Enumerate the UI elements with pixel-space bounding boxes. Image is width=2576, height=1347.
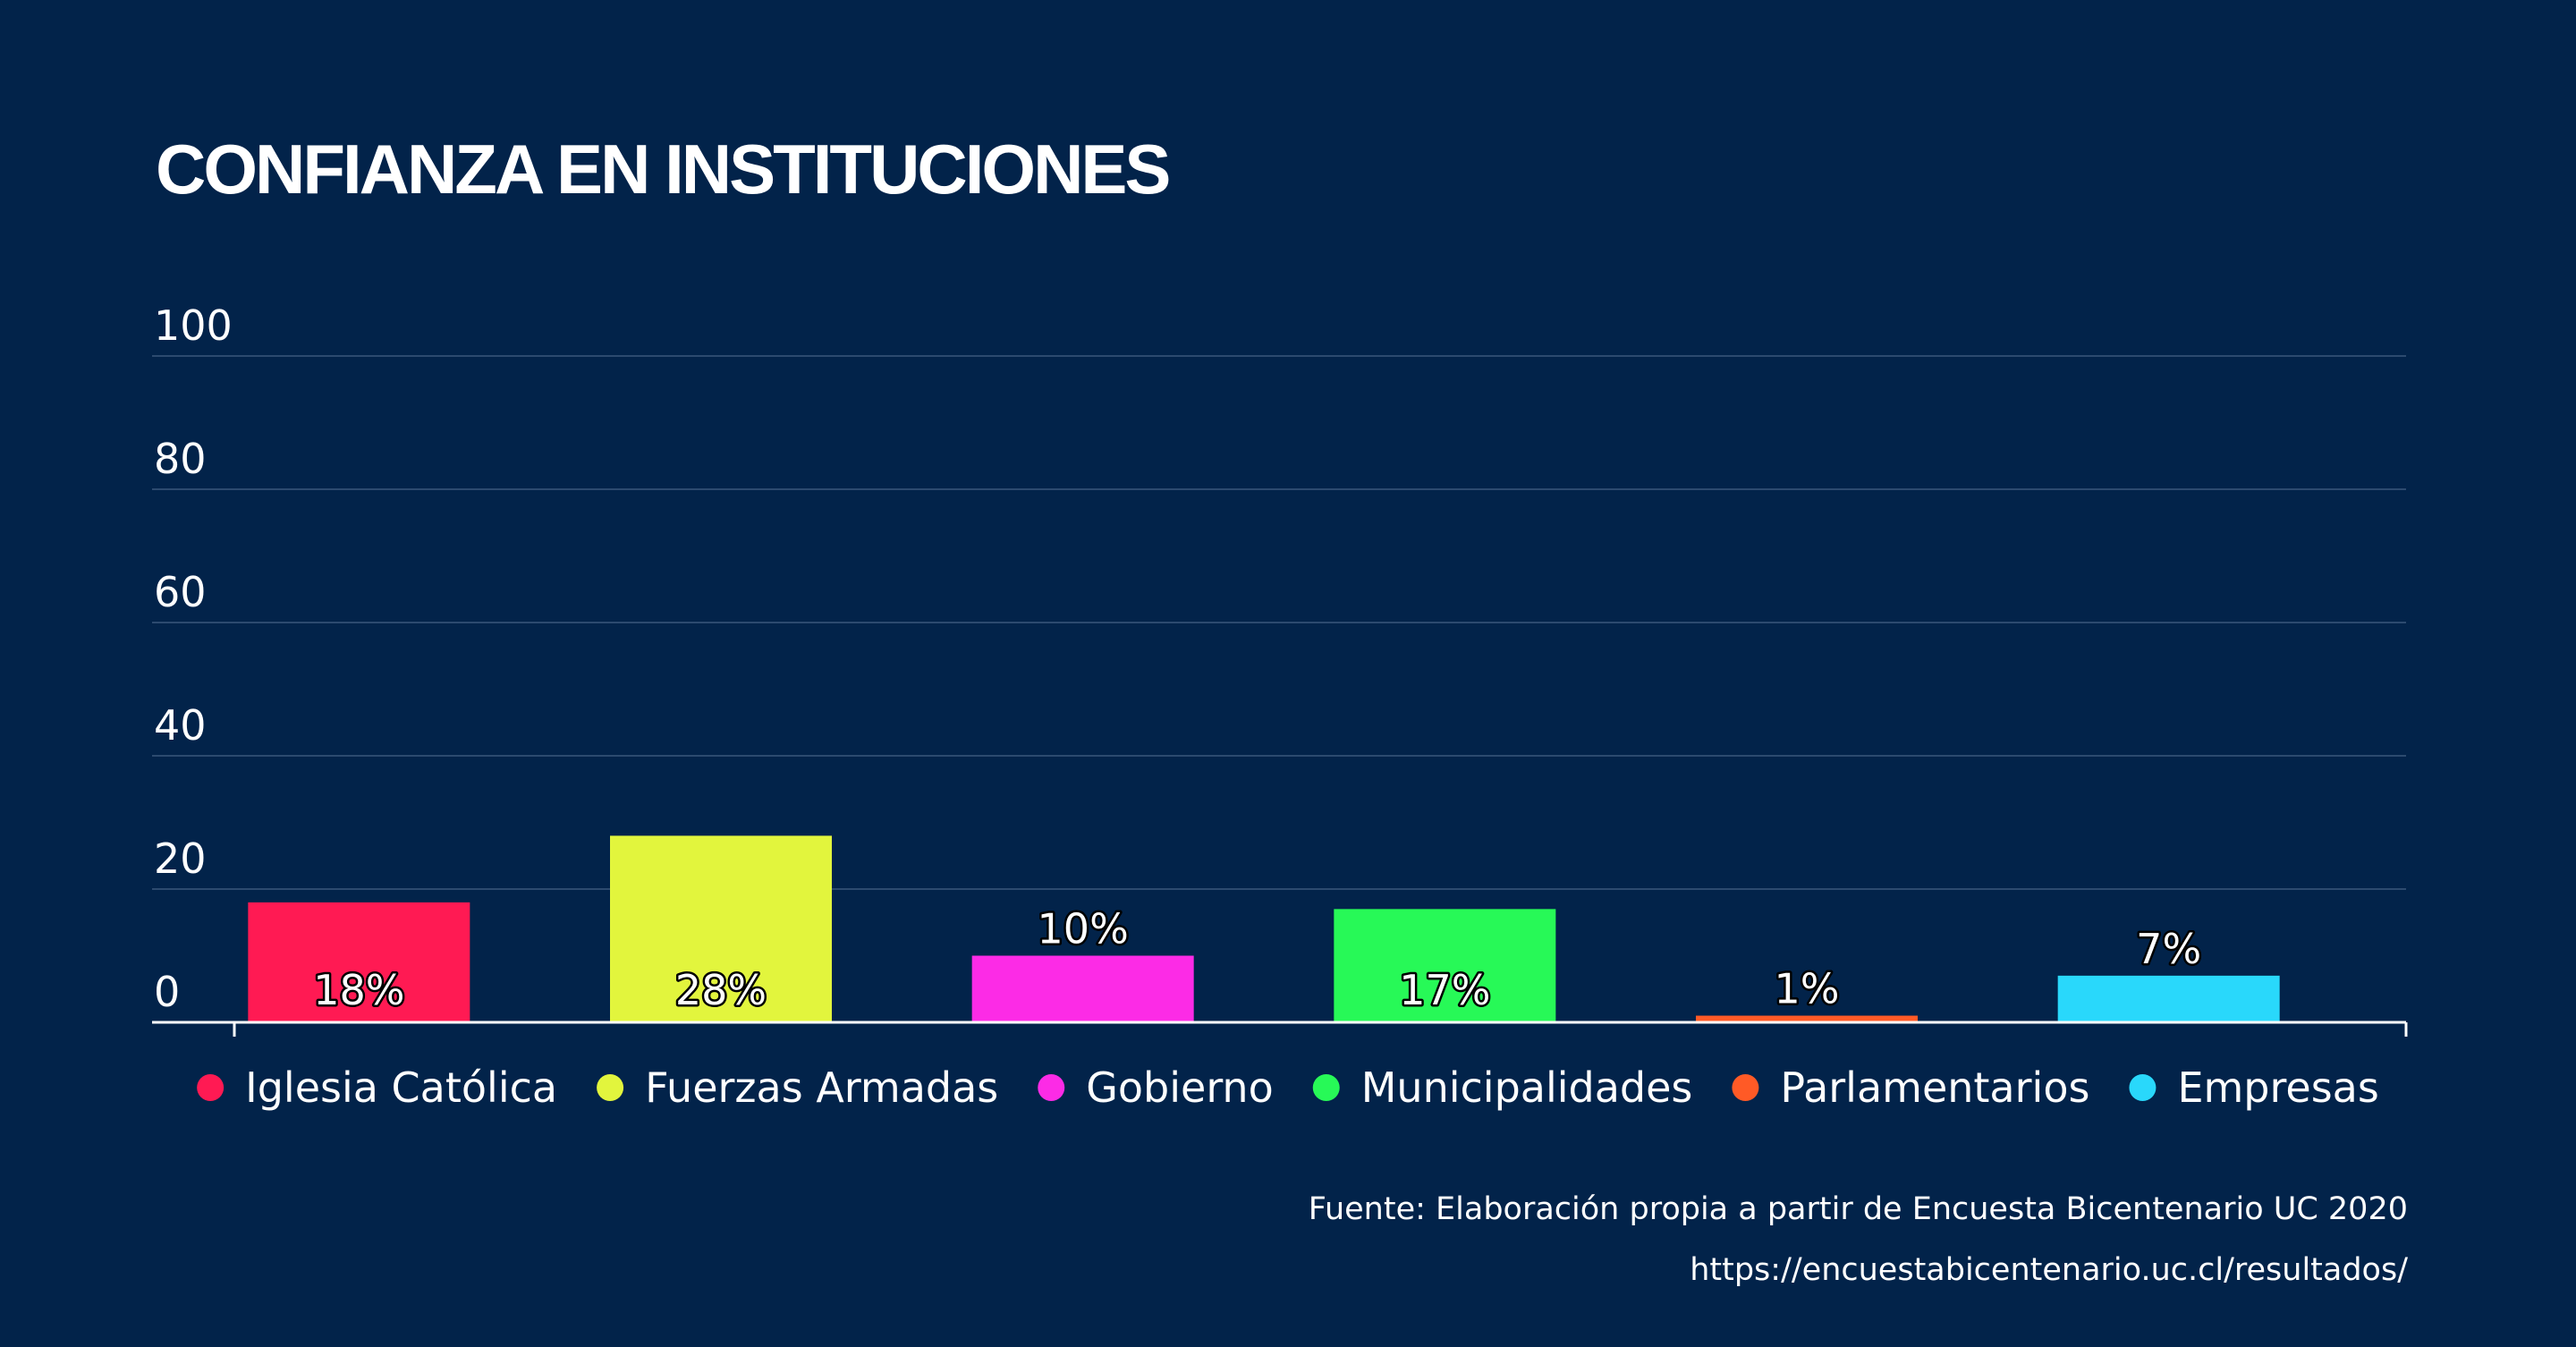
legend-item-1[interactable]: Fuerzas Armadas [597, 1063, 998, 1112]
legend-item-0[interactable]: Iglesia Católica [197, 1063, 557, 1112]
legend-item-5[interactable]: Empresas [2129, 1063, 2379, 1112]
legend-swatch-0 [197, 1074, 225, 1101]
data-label-3: 17% [1399, 966, 1490, 1014]
data-label-0: 18% [313, 966, 404, 1014]
bar-empresas [2057, 975, 2280, 1022]
source-url: https://encuestabicentenario.uc.cl/resul… [1690, 1252, 2408, 1288]
y-tick-label-60: 60 [154, 568, 207, 616]
y-axis-ticks: 0 20 40 60 80 100 [154, 301, 233, 1016]
data-label-5: 7% [2136, 925, 2201, 973]
y-tick-label-100: 100 [154, 301, 233, 350]
bar-parlamentarios [1696, 1015, 1918, 1022]
y-tick-label-0: 0 [154, 968, 180, 1016]
bars [248, 835, 2280, 1022]
legend-label-5: Empresas [2177, 1063, 2378, 1112]
chart-title: CONFIANZA EN INSTITUCIONES [156, 130, 1171, 208]
bar-gobierno [971, 955, 1194, 1022]
legend-item-4[interactable]: Parlamentarios [1732, 1063, 2089, 1112]
bar-fuerzas-armadas [610, 835, 832, 1022]
y-tick-label-20: 20 [154, 834, 207, 883]
legend-swatch-5 [2129, 1074, 2157, 1101]
legend-label-4: Parlamentarios [1780, 1063, 2089, 1112]
legend-swatch-3 [1312, 1074, 1340, 1101]
bar-municipalidades [1334, 909, 1556, 1022]
gridlines [152, 355, 2406, 890]
data-labels: 18% 28% 10% 17% 1% 7% [311, 902, 2204, 1017]
data-label-2: 10% [1038, 905, 1129, 953]
legend-label-3: Municipalidades [1361, 1063, 1693, 1112]
legend-swatch-1 [597, 1074, 624, 1101]
legend-item-2[interactable]: Gobierno [1038, 1063, 1274, 1112]
legend-label-2: Gobierno [1086, 1063, 1273, 1112]
legend-label-0: Iglesia Católica [245, 1063, 557, 1112]
legend-label-1: Fuerzas Armadas [645, 1063, 998, 1112]
source-note: Fuente: Elaboración propia a partir de E… [1308, 1191, 2408, 1227]
y-tick-label-80: 80 [154, 435, 207, 483]
data-label-1: 28% [675, 966, 767, 1014]
y-tick-label-40: 40 [154, 701, 207, 750]
legend: Iglesia Católica Fuerzas Armadas Gobierno M… [197, 1063, 2379, 1112]
data-label-4: 1% [1775, 965, 1840, 1013]
legend-swatch-4 [1732, 1074, 1759, 1101]
legend-item-3[interactable]: Municipalidades [1312, 1063, 1693, 1112]
x-axis [152, 1021, 2408, 1037]
bar-iglesia-cat-lica [248, 902, 470, 1022]
legend-swatch-2 [1038, 1074, 1065, 1101]
